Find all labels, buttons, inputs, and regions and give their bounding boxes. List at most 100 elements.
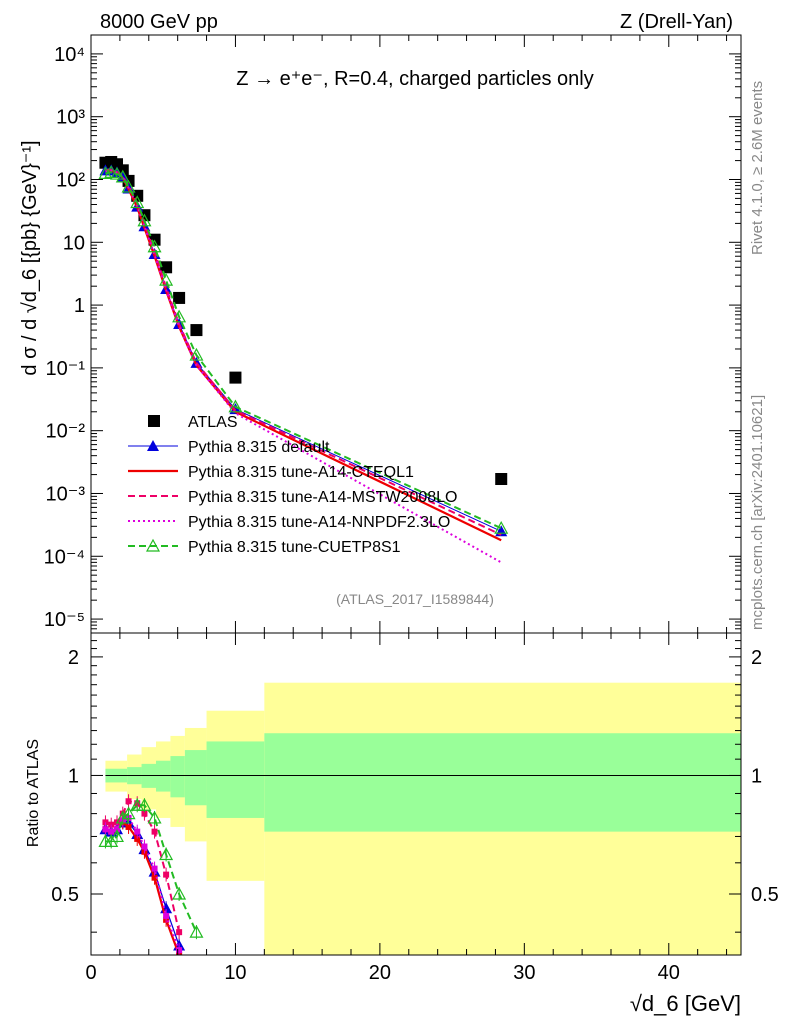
main-y-tick-label: 10⁴ (54, 44, 85, 66)
legend-label: Pythia 8.315 default (188, 439, 330, 456)
main-y-tick-label: 10 (63, 232, 85, 254)
legend-label: Pythia 8.315 tune-A14-MSTW2008LO (188, 489, 457, 506)
ratio-point (176, 929, 183, 936)
series-line (105, 169, 502, 564)
data-point (160, 261, 173, 274)
ratio-point (134, 828, 141, 835)
ratio-series-pythia-8-315-default (99, 815, 186, 953)
ratio-point (176, 947, 183, 954)
data-point (121, 179, 136, 193)
ratio-point (137, 798, 152, 811)
data-point (228, 399, 243, 413)
ratio-point (108, 828, 115, 835)
series-pythia-8-315-tune-a14-nnpdf2-3lo (105, 169, 502, 564)
legend-marker (145, 538, 161, 552)
legend-entry: Pythia 8.315 default (128, 439, 330, 456)
main-y-tick-label: 10⁻² (46, 421, 86, 443)
ratio-y-tick-label-right: 2 (751, 647, 762, 669)
ratio-y-tick-label-right: 1 (751, 765, 762, 787)
data-point (189, 347, 204, 361)
mcplots-label: mcplots.cern.ch [arXiv:2401.10621] (749, 395, 766, 630)
ratio-point (151, 865, 158, 872)
legend-entry: Pythia 8.315 tune-A14-NNPDF2.3LO (128, 514, 450, 531)
ratio-y-tick-label-right: 0.5 (751, 884, 779, 906)
ratio-y-tick-label: 0.5 (51, 884, 79, 906)
ratio-point (134, 835, 141, 842)
ratio-y-tick-label: 2 (68, 647, 79, 669)
main-y-tick-label: 10³ (56, 107, 85, 129)
ratio-point (141, 810, 148, 817)
main-y-axis-label: d σ / d √d_6 [{pb} {GeV}⁻¹] (19, 140, 41, 375)
ratio-point (125, 823, 132, 830)
data-point (494, 520, 509, 534)
main-y-tick-label: 10⁻¹ (46, 358, 86, 380)
legend-label: Pythia 8.315 tune-A14-CTEQL1 (188, 464, 414, 481)
ratio-point (163, 871, 170, 878)
legend-label: Pythia 8.315 tune-A14-NNPDF2.3LO (188, 514, 450, 531)
ratio-point (147, 810, 162, 824)
data-point (115, 169, 130, 183)
ratio-line (105, 800, 181, 933)
analysis-watermark: (ATLAS_2017_I1589844) (336, 591, 494, 607)
ratio-point (130, 798, 145, 811)
ratio-point (125, 798, 132, 805)
series-pythia-8-315-tune-cuetp8s1 (98, 165, 509, 534)
x-tick-label: 0 (85, 962, 96, 984)
series-line (105, 171, 502, 530)
ratio-frame (90, 632, 742, 956)
ratio-y-tick-label: 1 (68, 765, 79, 787)
uncertainty-band-green (156, 760, 171, 792)
ratio-y-axis-label: Ratio to ATLAS (25, 739, 42, 847)
legend-label: ATLAS (188, 414, 238, 431)
main-panel: 10⁴ 10³ 10² 10 1 10⁻¹ 10⁻² 10⁻³ 10⁻⁴ 10⁻⁵ Z → e⁺e⁻… (19, 34, 742, 634)
ratio-point (115, 810, 130, 824)
ratio-point (141, 843, 148, 850)
legend-marker (148, 415, 160, 427)
data-point (98, 166, 113, 180)
ratio-line (105, 816, 181, 951)
ratio-point (172, 886, 187, 900)
main-y-tick-label: 10² (56, 169, 85, 191)
main-y-tick-label: 10⁻⁴ (44, 546, 85, 568)
data-point (147, 239, 162, 253)
data-point (495, 473, 508, 486)
ratio-series-pythia-8-315-tune-cuetp8s1 (98, 798, 204, 940)
data-point (137, 213, 152, 227)
ratio-point (151, 828, 158, 835)
header-right: Z (Drell-Yan) (620, 11, 733, 33)
uncertainty-band-green (206, 741, 265, 818)
ratio-point (189, 924, 204, 938)
uncertainty-band-green (264, 733, 741, 832)
x-tick-label: 20 (369, 962, 391, 984)
header-left: 8000 GeV pp (100, 11, 218, 33)
data-point (159, 272, 174, 286)
data-point (104, 165, 119, 178)
ratio-point (109, 829, 125, 843)
legend-entry: Pythia 8.315 tune-A14-CTEQL1 (128, 464, 414, 481)
legend-marker (147, 440, 159, 451)
data-point (172, 309, 187, 323)
ratio-point (159, 847, 174, 861)
x-axis-label: √d_6 [GeV] (630, 991, 741, 1016)
legend-label: Pythia 8.315 tune-CUETP8S1 (188, 539, 401, 556)
rivet-label: Rivet 4.1.0, ≥ 2.6M events (749, 81, 766, 255)
chart-title: Z → e⁺e⁻, R=0.4, charged particles only (236, 68, 593, 90)
ratio-line (104, 820, 181, 955)
ratio-point (151, 874, 158, 881)
data-point (173, 291, 186, 304)
data-point (130, 195, 145, 209)
x-tick-label: 30 (513, 962, 535, 984)
x-tick-label: 40 (658, 962, 680, 984)
legend-entry: ATLAS (148, 414, 238, 431)
data-point (109, 166, 125, 180)
x-tick-label: 10 (224, 962, 246, 984)
data-point (190, 324, 203, 337)
uncertainty-band-green (170, 756, 185, 798)
ratio-point (121, 806, 136, 820)
main-y-tick-label: 1 (74, 295, 85, 317)
data-point (229, 371, 242, 384)
main-y-tick-label: 10⁻³ (46, 483, 86, 505)
uncertainty-band-green (184, 750, 207, 806)
ratio-line (105, 804, 198, 933)
